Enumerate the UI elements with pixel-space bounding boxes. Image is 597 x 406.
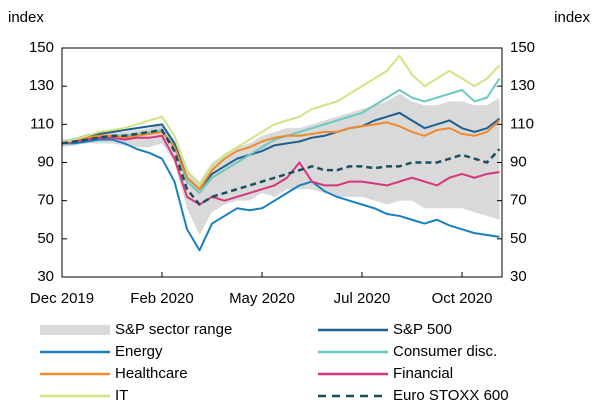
y-tick-label: 110 (30, 115, 54, 132)
y-axis-label: index (8, 9, 44, 26)
legend-swatch (40, 325, 110, 335)
y2-tick-label: 30 (510, 268, 527, 285)
legend-label: Healthcare (115, 365, 188, 382)
x-tick-label: Feb 2020 (130, 290, 193, 307)
y2-tick-label: 70 (510, 192, 527, 209)
y2-tick-label: 110 (510, 115, 534, 132)
legend-label: S&P sector range (115, 321, 232, 338)
series-line (61, 111, 501, 191)
x-tick-label: Dec 2019 (30, 290, 94, 307)
y-tick-label: 150 (29, 39, 54, 56)
y2-tick-label: 90 (510, 153, 527, 170)
y2-tick-label: 130 (510, 77, 535, 94)
range-area (62, 93, 500, 236)
legend-label: Energy (115, 343, 163, 360)
y2-axis-label: index (554, 9, 590, 26)
x-tick-label: May 2020 (229, 290, 295, 307)
y2-tick-label: 50 (510, 230, 527, 247)
x-tick-label: Oct 2020 (432, 290, 493, 307)
legend-label: Financial (393, 365, 453, 382)
y2-tick-label: 150 (510, 39, 535, 56)
legend-label: Euro STOXX 600 (393, 387, 509, 401)
y-tick-label: 30 (37, 268, 54, 285)
series-line (61, 119, 501, 191)
y-tick-label: 70 (37, 192, 54, 209)
series-line (61, 54, 501, 187)
series-line (61, 128, 501, 206)
legend-label: Consumer disc. (393, 343, 497, 360)
y-tick-label: 130 (29, 77, 54, 94)
legend-label: S&P 500 (393, 321, 452, 338)
y-tick-label: 90 (37, 153, 54, 170)
series-line (61, 134, 500, 206)
legend-label: IT (115, 387, 128, 401)
x-tick-label: Jul 2020 (334, 290, 391, 307)
series-line (62, 138, 500, 252)
y-tick-label: 50 (37, 230, 54, 247)
